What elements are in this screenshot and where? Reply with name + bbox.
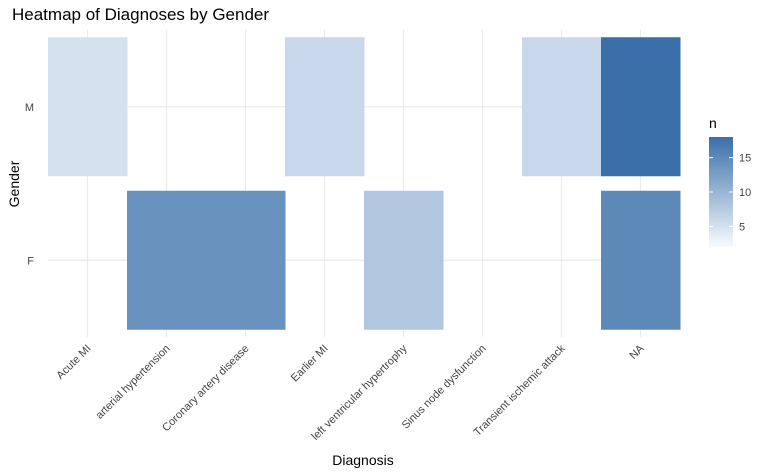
- chart-title: Heatmap of Diagnoses by Gender: [12, 5, 269, 24]
- y-axis-title: Gender: [6, 160, 22, 207]
- x-tick-label: Coronary artery disease: [160, 343, 251, 434]
- heatmap-cell: [601, 37, 681, 177]
- x-axis-title: Diagnosis: [332, 452, 393, 468]
- legend-title: n: [709, 115, 717, 131]
- heatmap-cell: [127, 190, 207, 330]
- legend-tick-label: 5: [739, 221, 745, 233]
- y-tick-labels: FM: [25, 102, 34, 268]
- x-tick-label: Acute MI: [54, 343, 93, 382]
- cells: [48, 37, 681, 330]
- heatmap-cell: [206, 190, 286, 330]
- heatmap-cell: [522, 37, 602, 177]
- x-tick-label: Transient ischemic attack: [472, 342, 568, 438]
- legend-tick-label: 10: [739, 187, 751, 199]
- x-tick-label: Earlier MI: [289, 343, 331, 385]
- y-tick-label: F: [27, 255, 34, 267]
- heatmap-cell: [601, 190, 681, 330]
- x-tick-label: arterial hypertension: [94, 343, 173, 422]
- y-tick-label: M: [25, 102, 34, 114]
- legend-ticks: 5 10 15: [709, 153, 751, 233]
- legend: n 5 10 15: [709, 115, 751, 247]
- heatmap-cell: [364, 190, 444, 330]
- x-tick-label: left ventricular hypertrophy: [309, 342, 409, 442]
- heatmap-cell: [285, 37, 365, 177]
- heatmap-cell: [48, 37, 128, 177]
- legend-tick-label: 15: [739, 153, 751, 165]
- x-tick-label: NA: [627, 342, 647, 362]
- x-tick-label: Sinus node dysfunction: [400, 343, 489, 432]
